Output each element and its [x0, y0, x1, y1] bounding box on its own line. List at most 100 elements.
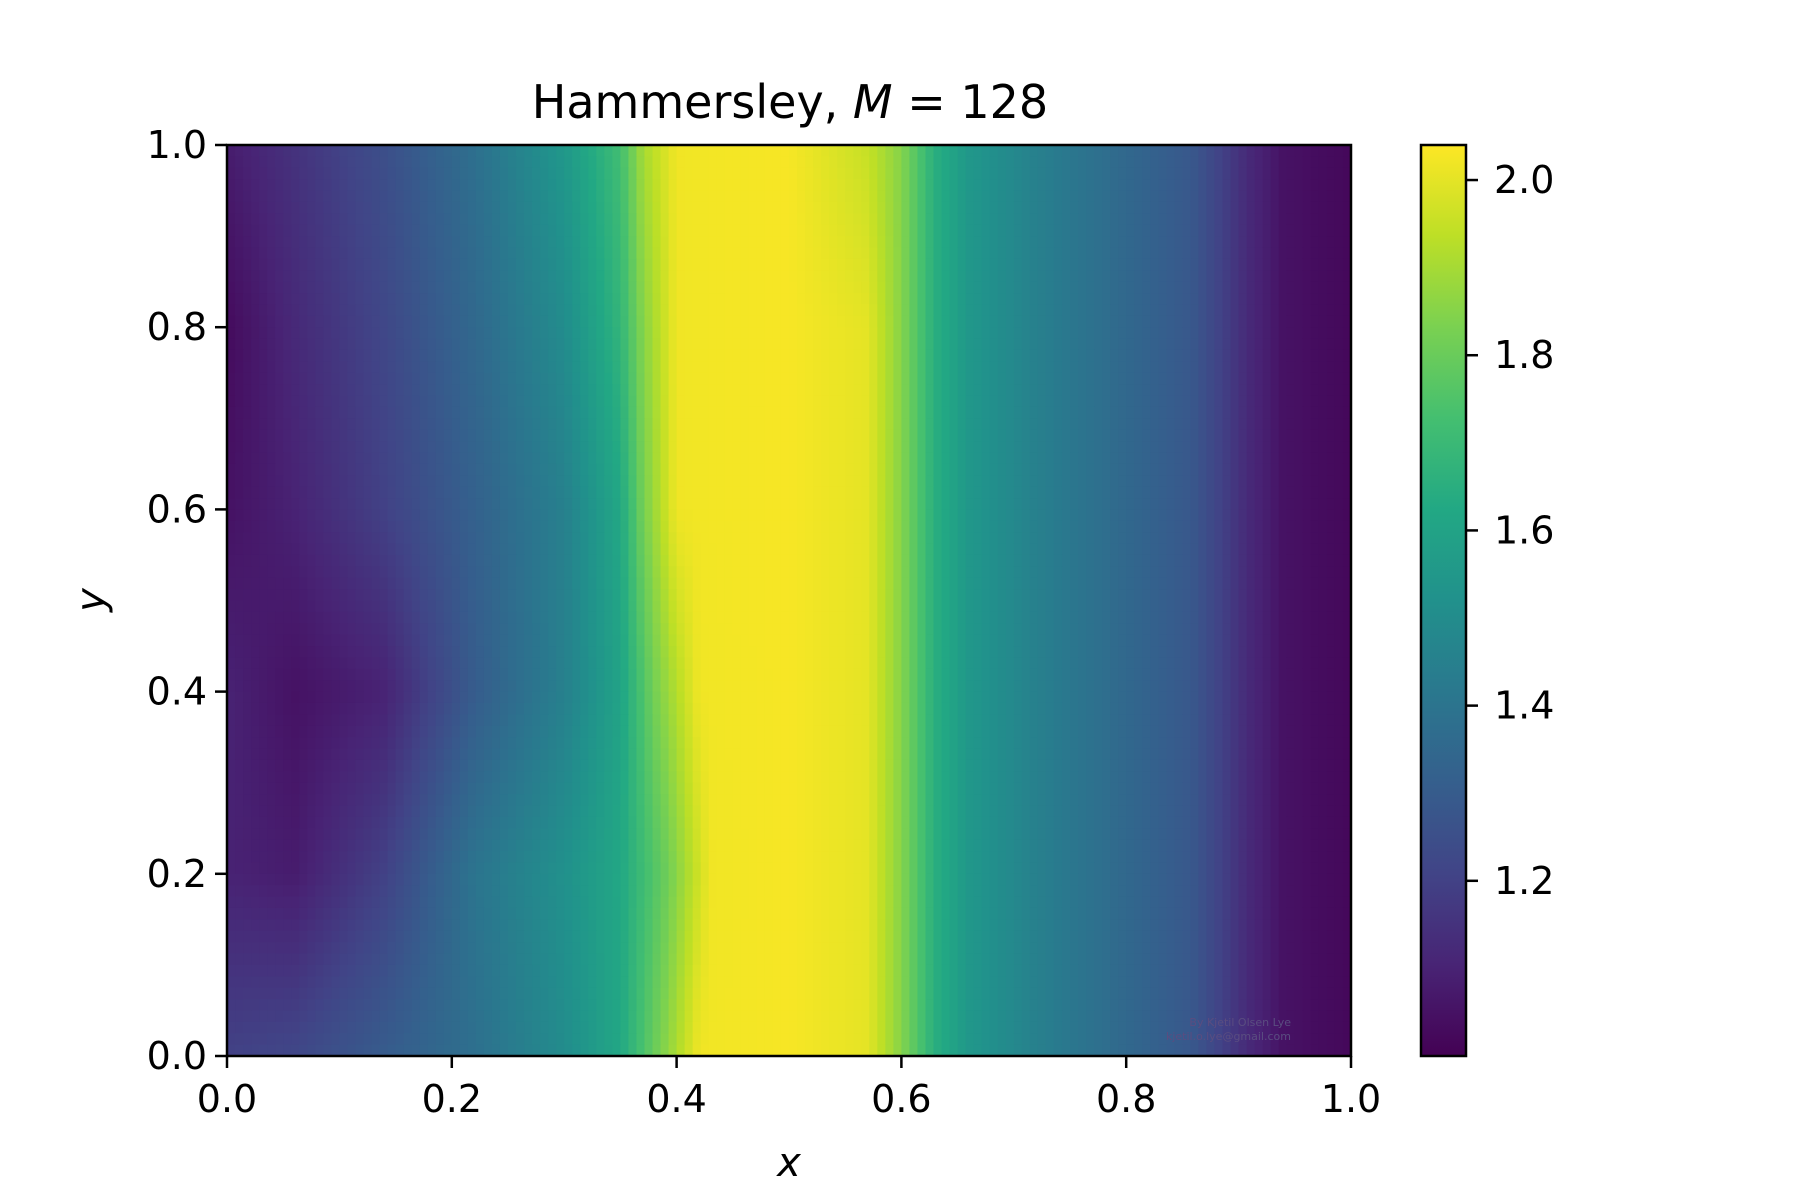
heatmap-cell — [1262, 213, 1272, 226]
heatmap-cell — [893, 395, 902, 408]
heatmap-cell — [1037, 441, 1047, 454]
heatmap-cell — [941, 395, 951, 408]
heatmap-cell — [516, 498, 525, 510]
heatmap-cell — [732, 395, 742, 408]
heatmap-cell — [467, 293, 477, 306]
heatmap-cell — [283, 270, 292, 283]
heatmap-cell — [853, 486, 862, 499]
heatmap-cell — [1318, 441, 1328, 454]
heatmap-cell — [660, 441, 670, 454]
heatmap-cell — [885, 463, 894, 476]
heatmap-cell — [243, 293, 252, 306]
heatmap-cell — [965, 258, 975, 271]
heatmap-cell — [805, 293, 814, 306]
heatmap-cell — [1005, 338, 1015, 351]
heatmap-cell — [756, 281, 766, 294]
heatmap-cell — [459, 486, 469, 499]
heatmap-cell — [997, 190, 1007, 203]
heatmap-cell — [235, 338, 244, 351]
heatmap-cell — [684, 315, 694, 328]
heatmap-cell — [805, 372, 814, 385]
heatmap-cell — [1334, 156, 1344, 169]
heatmap-cell — [1214, 395, 1224, 408]
heatmap-cell — [797, 270, 806, 283]
heatmap-cell — [1222, 145, 1232, 157]
heatmap-cell — [789, 406, 798, 419]
heatmap-cell — [668, 429, 678, 442]
heatmap-cell — [1045, 349, 1055, 362]
heatmap-cell — [1110, 452, 1119, 465]
heatmap-cell — [1278, 463, 1288, 476]
heatmap-cell — [532, 463, 541, 476]
heatmap-cell — [732, 406, 742, 419]
heatmap-cell — [636, 338, 646, 351]
heatmap-cell — [748, 349, 758, 362]
heatmap-cell — [508, 349, 517, 362]
heatmap-cell — [604, 258, 613, 271]
heatmap-cell — [628, 372, 638, 385]
heatmap-cell — [893, 145, 902, 157]
heatmap-cell — [740, 475, 750, 488]
heatmap-cell — [596, 532, 605, 545]
heatmap-cell — [499, 270, 509, 283]
heatmap-cell — [1198, 361, 1208, 374]
heatmap-cell — [499, 236, 509, 249]
heatmap-cell — [756, 486, 766, 499]
heatmap-cell — [1102, 304, 1111, 317]
heatmap-cell — [716, 145, 726, 157]
heatmap-cell — [756, 475, 766, 488]
heatmap-cell — [283, 372, 292, 385]
heatmap-cell — [1270, 486, 1280, 499]
heatmap-cell — [1037, 372, 1047, 385]
heatmap-cell — [1318, 315, 1328, 328]
heatmap-cell — [1326, 384, 1336, 397]
heatmap-cell — [588, 213, 597, 226]
heatmap-cell — [797, 395, 806, 408]
heatmap-cell — [805, 304, 814, 317]
heatmap-cell — [1021, 441, 1031, 454]
heatmap-cell — [267, 293, 276, 306]
heatmap-cell — [740, 190, 750, 203]
heatmap-cell — [508, 463, 517, 476]
heatmap-cell — [1222, 224, 1232, 237]
heatmap-cell — [540, 236, 549, 249]
heatmap-cell — [877, 372, 886, 385]
heatmap-cell — [1254, 224, 1264, 237]
heatmap-cell — [692, 372, 702, 385]
heatmap-cell — [660, 304, 670, 317]
heatmap-cell — [989, 361, 999, 374]
heatmap-cell — [917, 486, 927, 499]
heatmap-cell — [307, 224, 316, 237]
heatmap-cell — [708, 486, 718, 499]
heatmap-cell — [1286, 293, 1296, 306]
heatmap-cell — [596, 304, 605, 317]
heatmap-cell — [885, 167, 894, 180]
heatmap-cell — [259, 463, 268, 476]
heatmap-cell — [764, 395, 774, 408]
heatmap-cell — [227, 441, 236, 454]
heatmap-cell — [1086, 201, 1095, 214]
heatmap-cell — [652, 247, 662, 260]
heatmap-cell — [548, 179, 557, 192]
heatmap-cell — [845, 145, 854, 157]
heatmap-cell — [299, 418, 308, 431]
heatmap-cell — [1302, 384, 1312, 397]
heatmap-cell — [941, 236, 951, 249]
heatmap-cell — [596, 281, 605, 294]
heatmap-cell — [1053, 406, 1063, 419]
heatmap-cell — [483, 475, 493, 488]
heatmap-cell — [435, 281, 445, 294]
heatmap-cell — [917, 224, 927, 237]
heatmap-cell — [877, 441, 886, 454]
heatmap-cell — [379, 167, 389, 180]
heatmap-cell — [1037, 224, 1047, 237]
heatmap-cell — [965, 520, 975, 533]
heatmap-cell — [371, 327, 381, 340]
heatmap-cell — [475, 258, 485, 271]
heatmap-cell — [821, 213, 830, 226]
heatmap-cell — [949, 201, 959, 214]
heatmap-cell — [387, 532, 397, 545]
heatmap-cell — [371, 224, 381, 237]
heatmap-cell — [1045, 167, 1055, 180]
heatmap-cell — [1190, 327, 1200, 340]
